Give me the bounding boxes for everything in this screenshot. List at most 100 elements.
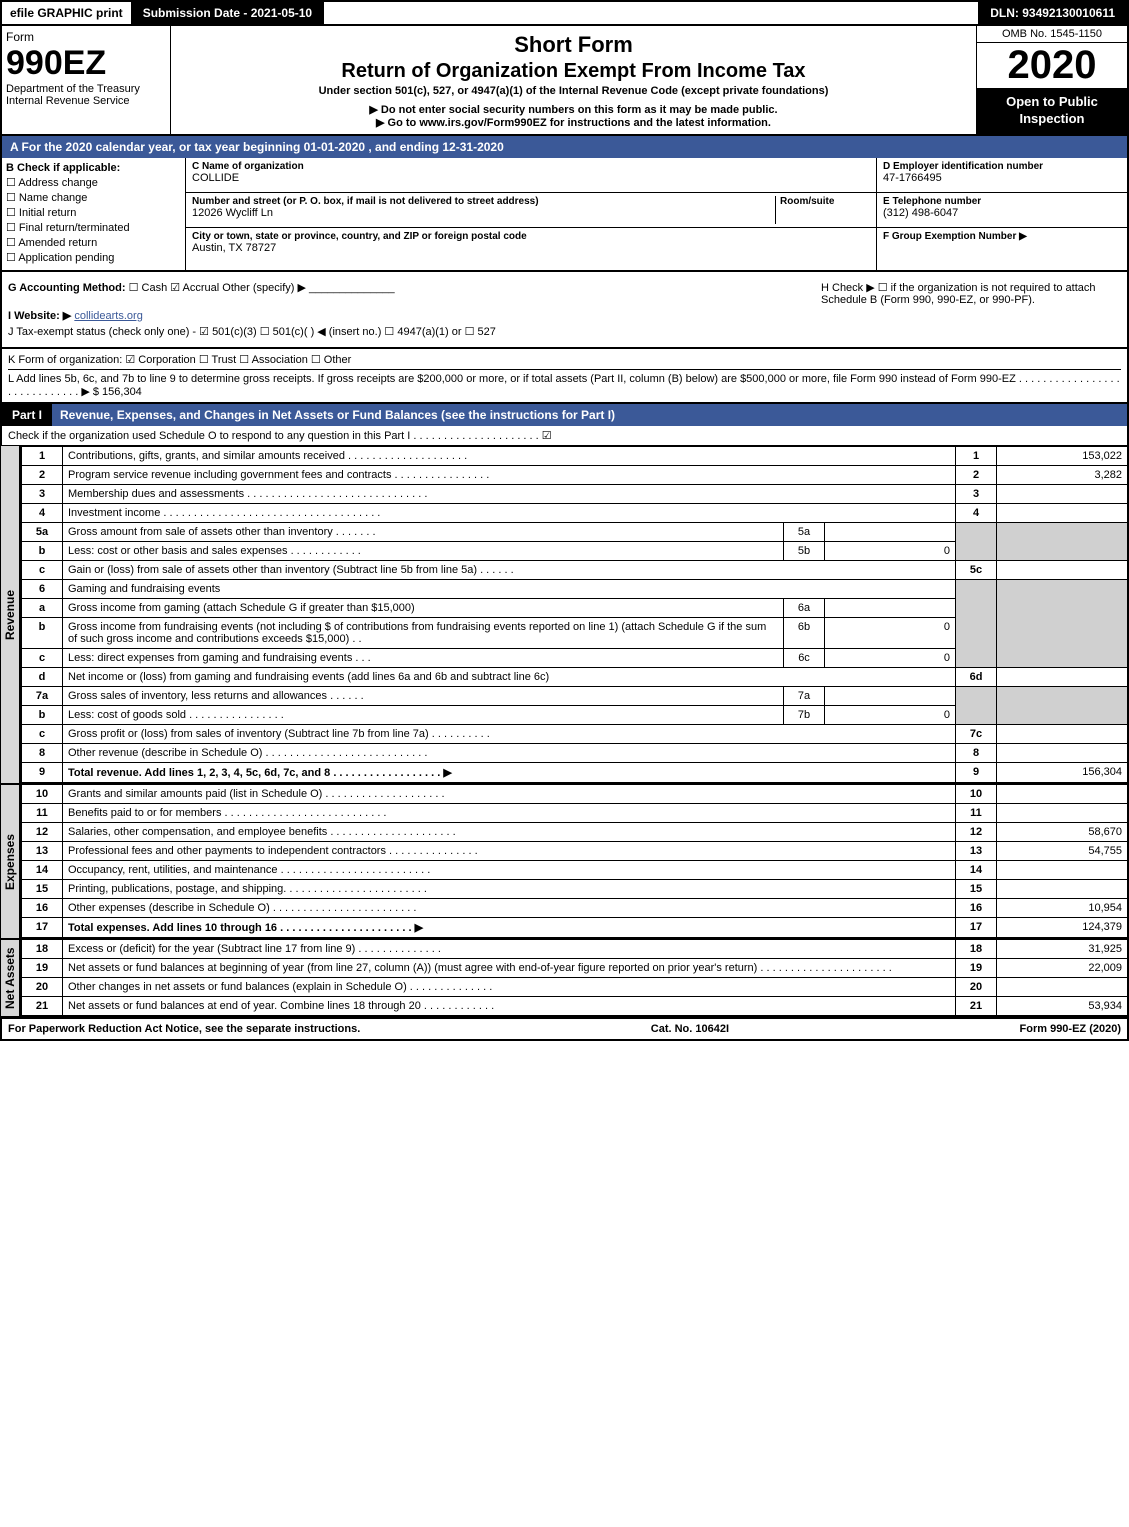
footer-mid: Cat. No. 10642I xyxy=(360,1023,1019,1035)
l13-amt: 54,755 xyxy=(997,841,1129,860)
j-line: J Tax-exempt status (check only one) - ☑… xyxy=(8,325,1121,338)
netassets-label: Net Assets xyxy=(0,939,20,1017)
l16-desc: Other expenses (describe in Schedule O) … xyxy=(63,898,956,917)
l21-amt: 53,934 xyxy=(997,996,1129,1016)
chk-final[interactable]: ☐ Final return/terminated xyxy=(6,221,181,234)
l18-desc: Excess or (deficit) for the year (Subtra… xyxy=(63,939,956,958)
l7a-desc: Gross sales of inventory, less returns a… xyxy=(63,686,784,705)
dept-line1: Department of the Treasury xyxy=(6,83,166,95)
l6c-sub: 6c xyxy=(784,648,825,667)
l15-amt xyxy=(997,879,1129,898)
c-street-label: Number and street (or P. O. box, if mail… xyxy=(192,196,775,207)
subtitle-ssn: ▶ Do not enter social security numbers o… xyxy=(175,103,972,116)
l11-amt xyxy=(997,803,1129,822)
c-name: COLLIDE xyxy=(192,172,870,184)
c-city: Austin, TX 78727 xyxy=(192,242,870,254)
l5a-subamt xyxy=(825,522,956,541)
part-i-note: Check if the organization used Schedule … xyxy=(0,426,1129,445)
tax-year: 2020 xyxy=(977,43,1127,88)
expenses-section: Expenses 10Grants and similar amounts pa… xyxy=(0,784,1129,939)
open-public: Open to Public Inspection xyxy=(977,88,1127,134)
expenses-table: 10Grants and similar amounts paid (list … xyxy=(20,784,1129,939)
footer-left: For Paperwork Reduction Act Notice, see … xyxy=(8,1023,360,1035)
l14-desc: Occupancy, rent, utilities, and maintena… xyxy=(63,860,956,879)
l6a-sub: 6a xyxy=(784,598,825,617)
info-grid: B Check if applicable: ☐ Address change … xyxy=(0,158,1129,272)
c-room-label: Room/suite xyxy=(780,196,870,207)
netassets-section: Net Assets 18Excess or (deficit) for the… xyxy=(0,939,1129,1017)
chk-amended[interactable]: ☐ Amended return xyxy=(6,236,181,249)
revenue-label: Revenue xyxy=(0,445,20,784)
l5c-desc: Gain or (loss) from sale of assets other… xyxy=(63,560,956,579)
h-line: H Check ▶ ☐ if the organization is not r… xyxy=(821,281,1121,306)
l19-amt: 22,009 xyxy=(997,958,1129,977)
chk-name-label: Name change xyxy=(19,192,88,204)
top-bar: efile GRAPHIC print Submission Date - 20… xyxy=(0,0,1129,26)
l10-amt xyxy=(997,784,1129,803)
chk-initial[interactable]: ☐ Initial return xyxy=(6,206,181,219)
l5b-desc: Less: cost or other basis and sales expe… xyxy=(63,541,784,560)
part-i-tag: Part I xyxy=(2,404,52,426)
l21-desc: Net assets or fund balances at end of ye… xyxy=(63,996,956,1016)
l1-desc: Contributions, gifts, grants, and simila… xyxy=(63,446,956,466)
col-c: C Name of organization COLLIDE Number an… xyxy=(186,158,877,270)
l13-desc: Professional fees and other payments to … xyxy=(63,841,956,860)
title-box: Short Form Return of Organization Exempt… xyxy=(171,26,976,134)
l7b-sub: 7b xyxy=(784,705,825,724)
title-short-form: Short Form xyxy=(177,32,970,58)
chk-address[interactable]: ☐ Address change xyxy=(6,176,181,189)
chk-final-label: Final return/terminated xyxy=(19,222,130,234)
form-label: Form xyxy=(6,30,166,44)
year-box: OMB No. 1545-1150 2020 Open to Public In… xyxy=(976,26,1127,134)
subtitle-goto: ▶ Go to www.irs.gov/Form990EZ for instru… xyxy=(175,116,972,129)
g-line: G Accounting Method: ☐ Cash ☑ Accrual Ot… xyxy=(8,281,821,306)
c-street: 12026 Wycliff Ln xyxy=(192,207,775,219)
title-return: Return of Organization Exempt From Incom… xyxy=(177,60,970,83)
c-name-label: C Name of organization xyxy=(192,161,870,172)
f-label: F Group Exemption Number ▶ xyxy=(883,231,1121,242)
l2-amt: 3,282 xyxy=(997,465,1129,484)
footer-right: Form 990-EZ (2020) xyxy=(1020,1023,1121,1035)
l6d-amt xyxy=(997,667,1129,686)
l6c-subamt: 0 xyxy=(825,648,956,667)
chk-pending[interactable]: ☐ Application pending xyxy=(6,251,181,264)
l6a-subamt xyxy=(825,598,956,617)
d-cell: D Employer identification number 47-1766… xyxy=(877,158,1127,193)
l4-amt xyxy=(997,503,1129,522)
chk-name[interactable]: ☐ Name change xyxy=(6,191,181,204)
l6d-desc: Net income or (loss) from gaming and fun… xyxy=(63,667,956,686)
l17-amt: 124,379 xyxy=(997,917,1129,938)
col-b: B Check if applicable: ☐ Address change … xyxy=(2,158,186,270)
l1-amt: 153,022 xyxy=(997,446,1129,466)
form-id-box: Form 990EZ Department of the Treasury In… xyxy=(2,26,171,134)
l7a-sub: 7a xyxy=(784,686,825,705)
l12-amt: 58,670 xyxy=(997,822,1129,841)
l12-desc: Salaries, other compensation, and employ… xyxy=(63,822,956,841)
netassets-table: 18Excess or (deficit) for the year (Subt… xyxy=(20,939,1129,1017)
l7c-amt xyxy=(997,724,1129,743)
subtitle-section: Under section 501(c), 527, or 4947(a)(1)… xyxy=(175,85,972,97)
c-street-cell: Number and street (or P. O. box, if mail… xyxy=(186,193,876,228)
l9-desc: Total revenue. Add lines 1, 2, 3, 4, 5c,… xyxy=(63,762,956,783)
l-line: L Add lines 5b, 6c, and 7b to line 9 to … xyxy=(8,373,1121,398)
l9-desc-text: Total revenue. Add lines 1, 2, 3, 4, 5c,… xyxy=(68,767,452,779)
l5a-desc: Gross amount from sale of assets other t… xyxy=(63,522,784,541)
expenses-label: Expenses xyxy=(0,784,20,939)
footer: For Paperwork Reduction Act Notice, see … xyxy=(0,1017,1129,1041)
goto-text: ▶ Go to www.irs.gov/Form990EZ for instru… xyxy=(376,117,771,129)
c-city-cell: City or town, state or province, country… xyxy=(186,228,876,262)
efile-label: efile GRAPHIC print xyxy=(2,2,131,24)
g-opts: ☐ Cash ☑ Accrual Other (specify) ▶ xyxy=(129,282,306,294)
l5c-amt xyxy=(997,560,1129,579)
chk-pending-label: Application pending xyxy=(18,252,114,264)
form-header: Form 990EZ Department of the Treasury In… xyxy=(0,26,1129,136)
l18-amt: 31,925 xyxy=(997,939,1129,958)
i-website-link[interactable]: collidearts.org xyxy=(74,310,142,322)
l7a-subamt xyxy=(825,686,956,705)
chk-address-label: Address change xyxy=(18,177,98,189)
l9-amt: 156,304 xyxy=(997,762,1129,783)
l6a-desc: Gross income from gaming (attach Schedul… xyxy=(63,598,784,617)
d-value: 47-1766495 xyxy=(883,172,1121,184)
form-number: 990EZ xyxy=(6,44,166,83)
line-a: A For the 2020 calendar year, or tax yea… xyxy=(0,136,1129,158)
